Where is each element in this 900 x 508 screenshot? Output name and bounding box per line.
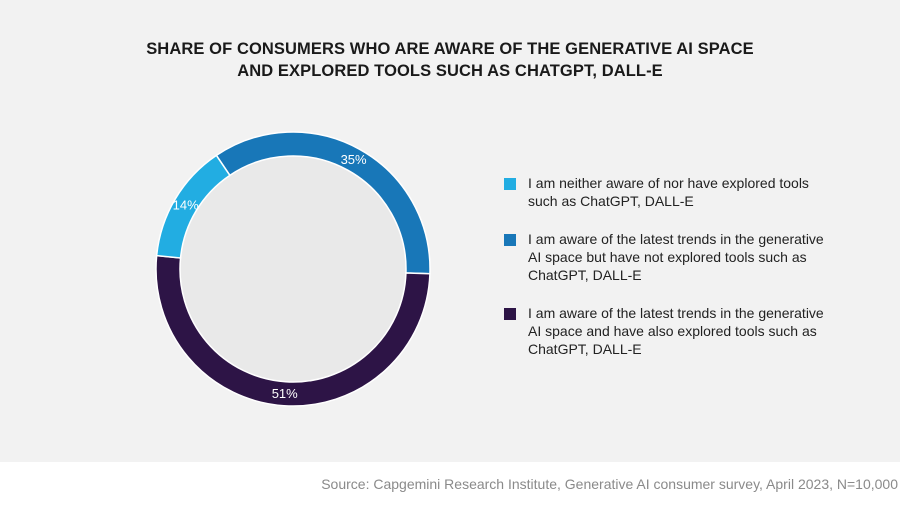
legend-swatch-not-aware [504, 178, 516, 190]
legend-label-aware-not-explored: I am aware of the latest trends in the g… [528, 231, 824, 283]
legend-item-aware-not-explored: I am aware of the latest trends in the g… [504, 230, 834, 284]
legend-swatch-aware-explored [504, 308, 516, 320]
legend-item-aware-explored: I am aware of the latest trends in the g… [504, 304, 834, 358]
donut-slice-14pct [155, 154, 231, 259]
legend-swatch-aware-not-explored [504, 234, 516, 246]
donut-slice-51pct [155, 254, 431, 407]
chart-title-line-1: SHARE OF CONSUMERS WHO ARE AWARE OF THE … [146, 40, 754, 58]
chart-panel: SHARE OF CONSUMERS WHO ARE AWARE OF THE … [0, 0, 900, 462]
legend-label-not-aware: I am neither aware of nor have explored … [528, 175, 809, 209]
chart-legend: I am neither aware of nor have explored … [504, 174, 834, 378]
legend-label-aware-explored: I am aware of the latest trends in the g… [528, 305, 824, 357]
chart-title: SHARE OF CONSUMERS WHO ARE AWARE OF THE … [0, 38, 900, 82]
source-note: Source: Capgemini Research Institute, Ge… [321, 476, 898, 492]
legend-item-not-aware: I am neither aware of nor have explored … [504, 174, 834, 210]
donut-chart: 35% 51% 14% [155, 131, 431, 407]
donut-center [180, 156, 406, 382]
donut-label-14pct: 14% [173, 197, 199, 212]
chart-title-line-2: AND EXPLORED TOOLS SUCH AS CHATGPT, DALL… [237, 62, 663, 80]
donut-label-51pct: 51% [272, 386, 298, 401]
donut-label-35pct: 35% [341, 152, 367, 167]
